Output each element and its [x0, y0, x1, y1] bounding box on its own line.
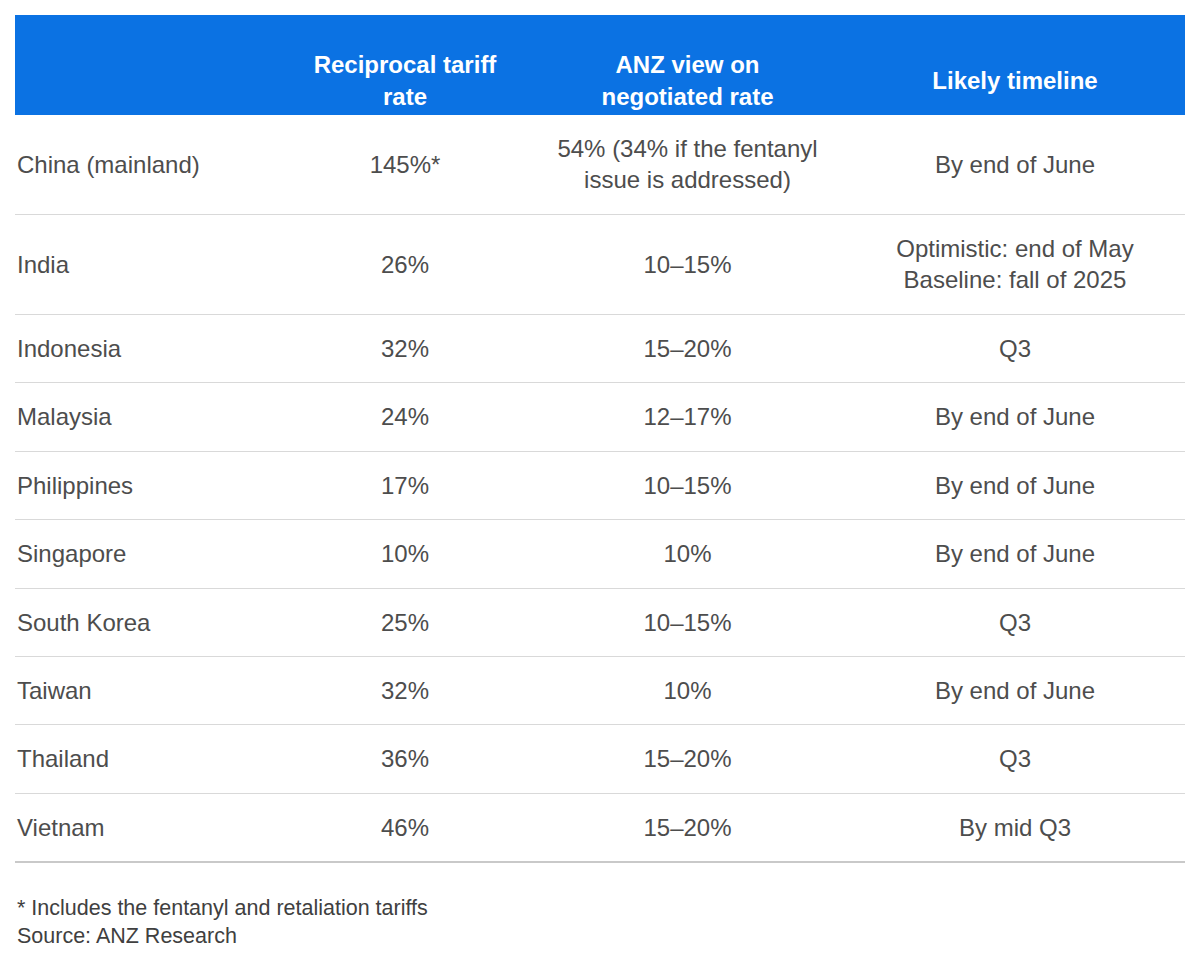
timeline-cell: Q3 [845, 743, 1185, 774]
table-row: Vietnam46%15–20%By mid Q3 [15, 794, 1185, 863]
header-anz-view-label: ANZ view on negotiated rate [580, 49, 795, 112]
anz-view-cell: 15–20% [530, 743, 845, 774]
table-row: India26%10–15%Optimistic: end of May Bas… [15, 215, 1185, 315]
country-cell: Vietnam [15, 812, 280, 843]
tariff-table-figure: Reciprocal tariff rate ANZ view on negot… [0, 0, 1200, 957]
footnote-source: Source: ANZ Research [17, 922, 1185, 950]
timeline-cell: Optimistic: end of May Baseline: fall of… [845, 233, 1185, 296]
table-row: South Korea25%10–15%Q3 [15, 589, 1185, 657]
table-row: Malaysia24%12–17%By end of June [15, 383, 1185, 451]
country-cell: China (mainland) [15, 149, 280, 180]
anz-view-cell: 15–20% [530, 812, 845, 843]
tariff-cell: 32% [280, 333, 530, 364]
table-row: Taiwan32%10%By end of June [15, 657, 1185, 725]
country-cell: Singapore [15, 538, 280, 569]
tariff-cell: 145%* [280, 149, 530, 180]
tariff-cell: 46% [280, 812, 530, 843]
tariff-cell: 32% [280, 675, 530, 706]
timeline-cell: By end of June [845, 149, 1185, 180]
anz-view-cell: 15–20% [530, 333, 845, 364]
country-cell: Indonesia [15, 333, 280, 364]
anz-view-cell: 10–15% [530, 607, 845, 638]
header-likely-timeline: Likely timeline [845, 33, 1185, 96]
table-body: China (mainland)145%*54% (34% if the fen… [15, 115, 1185, 863]
anz-view-cell: 54% (34% if the fentanyl issue is addres… [530, 133, 845, 196]
country-cell: Taiwan [15, 675, 280, 706]
timeline-cell: Q3 [845, 607, 1185, 638]
table-row: Philippines17%10–15%By end of June [15, 452, 1185, 520]
anz-view-cell: 10% [530, 538, 845, 569]
tariff-cell: 26% [280, 249, 530, 280]
timeline-cell: Q3 [845, 333, 1185, 364]
anz-view-cell: 12–17% [530, 401, 845, 432]
table-header-row: Reciprocal tariff rate ANZ view on negot… [15, 15, 1185, 115]
anz-view-cell: 10–15% [530, 470, 845, 501]
tariff-cell: 36% [280, 743, 530, 774]
header-reciprocal-tariff-rate: Reciprocal tariff rate [280, 17, 530, 112]
anz-view-cell: 10–15% [530, 249, 845, 280]
table-row: Indonesia32%15–20%Q3 [15, 315, 1185, 383]
table-row: Singapore10%10%By end of June [15, 520, 1185, 588]
tariff-cell: 17% [280, 470, 530, 501]
tariff-table: Reciprocal tariff rate ANZ view on negot… [15, 15, 1185, 950]
country-cell: Philippines [15, 470, 280, 501]
header-likely-timeline-label: Likely timeline [932, 65, 1097, 97]
table-footnotes: * Includes the fentanyl and retaliation … [15, 894, 1185, 950]
timeline-cell: By mid Q3 [845, 812, 1185, 843]
header-reciprocal-tariff-rate-label: Reciprocal tariff rate [298, 49, 513, 112]
timeline-cell: By end of June [845, 675, 1185, 706]
header-anz-view: ANZ view on negotiated rate [530, 17, 845, 112]
table-row: China (mainland)145%*54% (34% if the fen… [15, 115, 1185, 215]
anz-view-cell: 10% [530, 675, 845, 706]
tariff-cell: 10% [280, 538, 530, 569]
country-cell: South Korea [15, 607, 280, 638]
footnote-fentanyl: * Includes the fentanyl and retaliation … [17, 894, 1185, 922]
timeline-cell: By end of June [845, 470, 1185, 501]
tariff-cell: 24% [280, 401, 530, 432]
table-row: Thailand36%15–20%Q3 [15, 725, 1185, 793]
country-cell: Malaysia [15, 401, 280, 432]
timeline-cell: By end of June [845, 538, 1185, 569]
country-cell: Thailand [15, 743, 280, 774]
country-cell: India [15, 249, 280, 280]
tariff-cell: 25% [280, 607, 530, 638]
timeline-cell: By end of June [845, 401, 1185, 432]
